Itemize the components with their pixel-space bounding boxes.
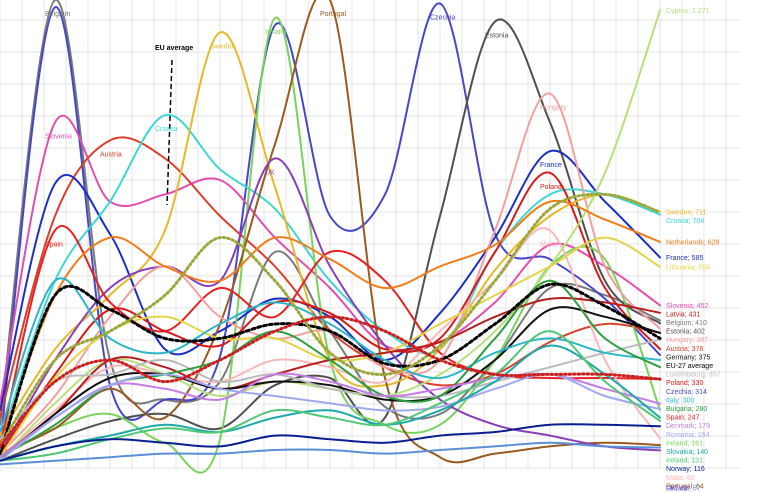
series-label: Ireland xyxy=(265,29,287,36)
series-line xyxy=(0,282,662,456)
series-line xyxy=(0,423,661,462)
series-label: France xyxy=(540,162,562,169)
series-line xyxy=(0,344,661,462)
series-labels: Belgium Czechia Estonia Slovenia Austria Fran… xyxy=(45,11,567,248)
series-end-label: Sweden; 711 xyxy=(666,210,706,217)
series-end-label: Croatia; 704 xyxy=(666,218,704,225)
series-line xyxy=(0,441,661,466)
eu-average-label: EU average xyxy=(155,45,193,52)
series-end-label: Slovenia; 452 xyxy=(666,303,709,310)
series-end-label: Romania; 164 xyxy=(666,432,710,439)
series-end-label: Portugal; 64 xyxy=(666,483,704,490)
grid-lines xyxy=(0,0,740,470)
series-line xyxy=(0,199,661,448)
series-line xyxy=(0,18,661,462)
series-label: Slovenia xyxy=(45,133,72,140)
series-end-label: Luxembourg; 357 xyxy=(666,372,721,379)
series-label: Hungary xyxy=(540,105,567,112)
series-end-label: Czechia; 314 xyxy=(666,389,707,396)
series-end-label: EU-27 average xyxy=(666,363,713,370)
series-line xyxy=(0,0,661,464)
series-label: Poland xyxy=(540,184,562,191)
series-line xyxy=(0,306,661,462)
series-line xyxy=(0,225,661,448)
series-line xyxy=(0,315,662,448)
series-end-label: Latvia; 431 xyxy=(666,311,700,318)
series-label: Estonia xyxy=(485,33,508,40)
series-label: UK xyxy=(265,169,275,176)
series-end-label: UK; 49 xyxy=(666,486,688,493)
series-lines xyxy=(0,0,662,474)
series-label: Austria xyxy=(100,151,122,158)
series-end-label: Ireland; 161 xyxy=(666,440,703,447)
series-line xyxy=(0,338,661,441)
series-end-label: Denmark; 179 xyxy=(666,423,710,430)
series-line xyxy=(0,113,661,444)
series-end-label: Estonia; 402 xyxy=(666,329,705,336)
series-end-label: Malta; 82 xyxy=(666,475,695,482)
series-line xyxy=(0,2,661,448)
series-label: Sweden xyxy=(210,43,235,50)
series-end-label: Italy; 300 xyxy=(666,397,695,404)
series-line xyxy=(0,92,661,455)
series-end-label: Cyprus; 1 271 xyxy=(666,8,710,15)
series-end-label: Slovakia; 140 xyxy=(666,449,708,456)
series-end-label: Austria; 376 xyxy=(666,346,703,353)
series-line xyxy=(0,277,661,433)
series-line xyxy=(0,157,661,455)
eu-average-marker: EU average xyxy=(155,45,193,206)
series-end-label: Hungary; 387 xyxy=(666,337,708,344)
series-end-label: Norway; 116 xyxy=(666,466,705,473)
series-end-label: Ireland; 131 xyxy=(666,458,703,465)
series-end-label: Netherlands; 628 xyxy=(666,239,719,246)
series-end-label: Finland; 57 xyxy=(666,486,701,493)
series-label: Malta xyxy=(540,241,557,248)
series-label: Spain xyxy=(45,241,63,248)
series-end-label: Belgium; 410 xyxy=(666,320,707,327)
series-end-label: France; 585 xyxy=(666,255,703,262)
series-label: Portugal xyxy=(320,11,347,18)
series-end-label: Poland; 330 xyxy=(666,380,703,387)
series-end-label: Lithuania; 559 xyxy=(666,264,710,271)
series-line xyxy=(0,0,661,426)
series-end-label: Spain; 247 xyxy=(666,415,700,422)
series-line xyxy=(0,114,661,405)
series-line xyxy=(0,192,662,448)
series-end-label: Bulgaria; 280 xyxy=(666,406,707,413)
series-label: Croatia xyxy=(155,126,178,133)
series-label: Belgium xyxy=(45,11,70,18)
series-end-label: Germany; 375 xyxy=(666,354,710,361)
eu-average-pointer xyxy=(166,59,173,206)
series-label: Czechia xyxy=(430,15,455,22)
